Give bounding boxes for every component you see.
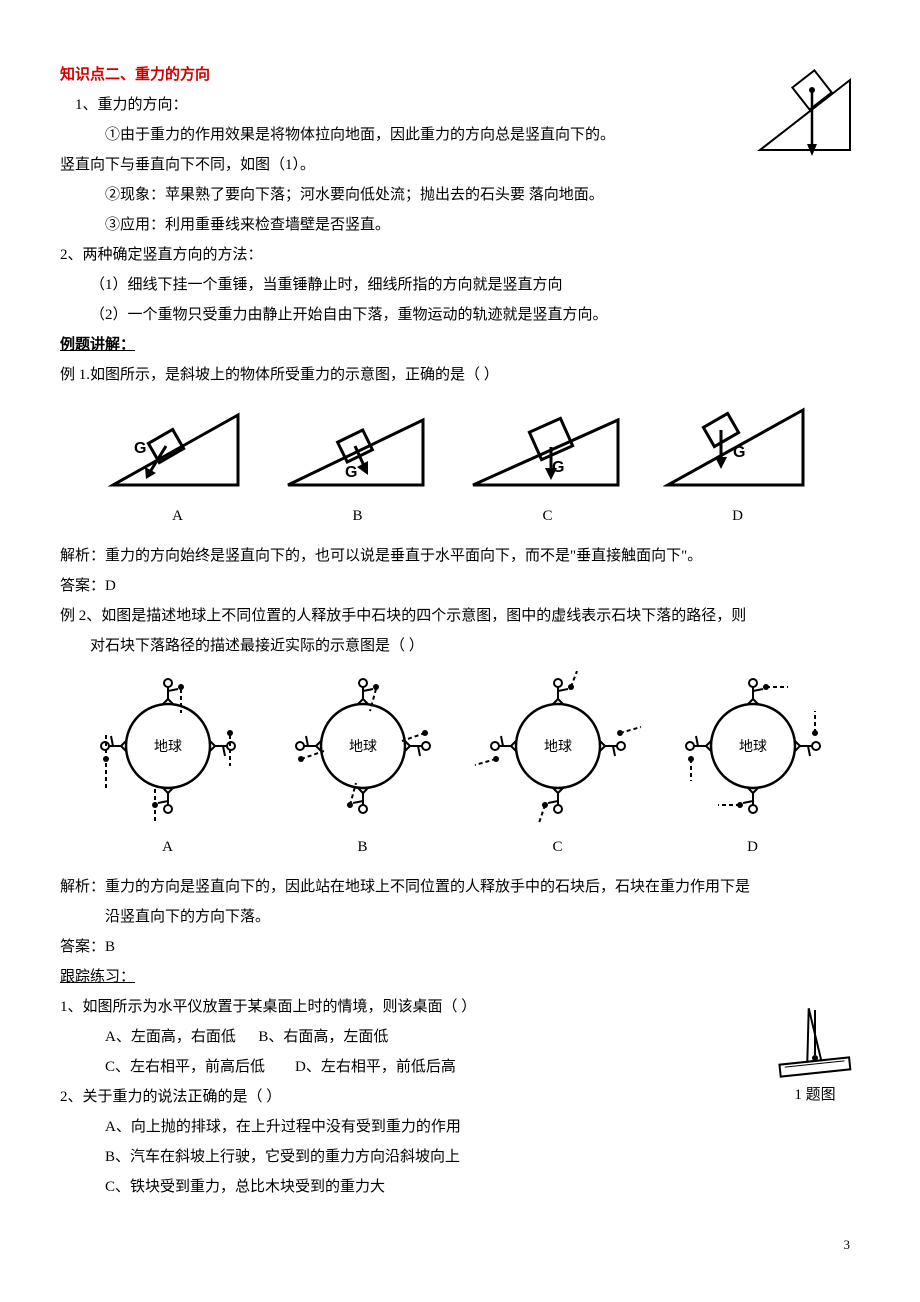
example2-answer: 答案：B [60,932,860,962]
example2-figure-row: 地球 A [70,671,850,862]
practice-heading: 跟踪练习： [60,962,860,992]
ex2-label-B: B [278,832,448,862]
example1-answer: 答案：D [60,571,860,601]
svg-text:G: G [134,440,146,457]
p1-item3: ③应用：利用重垂线来检查墙壁是否竖直。 [60,210,860,240]
q2-text: 2、关于重力的说法正确的是（ ） [60,1082,860,1112]
page-number: 3 [60,1232,860,1258]
ex1-fig-B: G B [283,405,433,531]
q1-optC: C、左右相平，前高后低 [105,1059,265,1075]
intro-incline-figure [750,60,860,160]
example1-figure-row: G A G B G C G D [90,400,830,531]
q1-figure-label: 1 题图 [770,1080,860,1110]
p2-item1: （1）细线下挂一个重锤，当重锤静止时，细线所指的方向就是竖直方向 [60,270,860,300]
ex2-fig-D: 地球 D [668,671,838,862]
q2-optA: A、向上抛的排球，在上升过程中没有受到重力的作用 [60,1112,860,1142]
example2-analysis2: 沿竖直向下的方向下落。 [60,902,860,932]
q1-options-row2: C、左右相平，前高后低 D、左右相平，前低后高 [60,1052,860,1082]
example2-analysis1: 解析：重力的方向是竖直向下的，因此站在地球上不同位置的人释放手中的石块后，石块在… [60,872,860,902]
q2-optC: C、铁块受到重力，总比木块受到的重力大 [60,1172,860,1202]
ex2-fig-C: 地球 C [473,671,643,862]
svg-text:地球: 地球 [154,739,182,755]
q1-optD: D、左右相平，前低后高 [295,1059,456,1075]
p1-item1: ①由于重力的作用效果是将物体拉向地面，因此重力的方向总是竖直向下的。 [60,120,860,150]
p1-item2: ②现象：苹果熟了要向下落；河水要向低处流；抛出去的石头要 落向地面。 [60,180,860,210]
q1-text: 1、如图所示为水平仪放置于某桌面上时的情境，则该桌面（ ） [60,992,860,1022]
ex1-fig-A: G A [108,405,248,531]
ex2-fig-A: 地球 A [83,671,253,862]
p1-item1b: 竖直向下与垂直向下不同，如图（1）。 [60,150,860,180]
example1-text: 例 1.如图所示，是斜坡上的物体所受重力的示意图，正确的是（ ） [60,360,860,390]
ex1-fig-C: G C [468,400,628,531]
example1-analysis: 解析：重力的方向始终是竖直向下的，也可以说是垂直于水平面向下，而不是"垂直接触面… [60,541,860,571]
svg-text:G: G [345,464,357,481]
q1-optB: B、右面高，左面低 [258,1029,388,1045]
svg-text:地球: 地球 [349,739,377,755]
p2-item2: （2）一个重物只受重力由静止开始自由下落，重物运动的轨迹就是竖直方向。 [60,300,860,330]
svg-text:地球: 地球 [739,739,767,755]
ex1-label-B: B [283,501,433,531]
ex2-fig-B: 地球 B [278,671,448,862]
svg-text:地球: 地球 [544,739,572,755]
svg-text:G: G [733,444,745,461]
q1-optA: A、左面高，右面低 [105,1029,236,1045]
q2-optB: B、汽车在斜坡上行驶，它受到的重力方向沿斜坡向上 [60,1142,860,1172]
ex2-label-A: A [83,832,253,862]
ex1-fig-D: G D [663,405,813,531]
examples-heading: 例题讲解： [60,330,860,360]
p1-title: 1、重力的方向： [60,90,860,120]
ex2-label-C: C [473,832,643,862]
section-heading: 知识点二、重力的方向 [60,60,860,90]
ex2-label-D: D [668,832,838,862]
example2-text1: 例 2、如图是描述地球上不同位置的人释放手中石块的四个示意图，图中的虚线表示石块… [60,601,860,631]
ex1-label-C: C [468,501,628,531]
q1-figure: 1 题图 [770,998,860,1110]
p2-title: 2、两种确定竖直方向的方法： [60,240,860,270]
ex1-label-A: A [108,501,248,531]
example2-text2: 对石块下落路径的描述最接近实际的示意图是（ ） [60,631,860,661]
q1-options-row1: A、左面高，右面低 B、右面高，左面低 [60,1022,860,1052]
ex1-label-D: D [663,501,813,531]
